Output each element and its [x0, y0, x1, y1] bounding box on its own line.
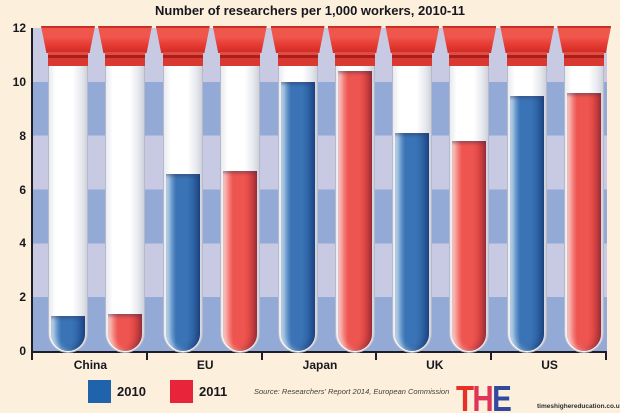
test-tube-us-2011	[557, 26, 612, 353]
category-label-uk: UK	[426, 358, 444, 372]
tube-cap-neck	[334, 52, 375, 66]
y-tick-label-4: 4	[19, 236, 26, 251]
test-tube-uk-2011	[442, 26, 497, 353]
category-label-japan: Japan	[302, 358, 338, 372]
tube-cap-icon	[270, 26, 325, 53]
tube-glass	[48, 63, 88, 353]
y-tick-label-12: 12	[12, 21, 26, 35]
test-tube-us-2010	[500, 26, 555, 353]
tube-fill-2011	[337, 71, 372, 351]
category-label-china: China	[73, 358, 108, 372]
tube-fill-2010	[280, 82, 315, 351]
tube-glass	[105, 63, 145, 353]
tube-cap-icon	[98, 26, 152, 53]
tube-cap-icon	[155, 26, 210, 53]
x-axis-tick	[605, 353, 607, 360]
chart-title: Number of researchers per 1,000 workers,…	[154, 3, 465, 18]
y-tick-label-10: 10	[12, 74, 26, 89]
tube-fill-2011	[567, 92, 602, 351]
x-axis-tick	[375, 353, 378, 360]
tube-fill-2010	[395, 133, 430, 351]
test-tube-japan-2010	[270, 26, 325, 353]
tube-fill-2010	[165, 173, 200, 351]
tube-fill-2010	[510, 95, 545, 351]
logo-letter-e: E	[492, 378, 512, 413]
tube-cap-neck	[277, 52, 318, 66]
y-tick-label-8: 8	[19, 128, 26, 143]
y-tick-label-2: 2	[19, 290, 26, 305]
x-axis-tick	[490, 353, 493, 360]
test-tube-eu-2010	[155, 26, 210, 353]
tube-cap-icon	[442, 26, 497, 53]
tube-cap-icon	[500, 26, 555, 53]
tube-cap-neck	[564, 52, 605, 66]
the-logo: THE	[456, 381, 512, 413]
tube-fill-2011	[108, 313, 142, 351]
test-tube-japan-2011	[327, 26, 382, 353]
tube-cap-neck	[219, 52, 260, 66]
category-label-eu: EU	[196, 358, 214, 372]
tube-cap-icon	[41, 26, 95, 53]
tube-cap-neck	[449, 52, 490, 66]
y-tick-label-6: 6	[19, 182, 26, 197]
tube-cap-neck	[162, 52, 203, 66]
legend-label-2011: 2011	[199, 384, 228, 399]
tube-fill-2011	[452, 141, 487, 351]
x-axis-tick	[31, 353, 33, 360]
tube-cap-icon	[327, 26, 382, 53]
source-note: Source: Researchers' Report 2014, Europe…	[254, 387, 450, 396]
tube-cap-neck	[392, 52, 433, 66]
tube-cap-icon	[212, 26, 267, 53]
x-axis-tick	[260, 353, 263, 360]
logo-letter-t: T	[456, 378, 474, 413]
tube-cap-neck	[48, 52, 88, 66]
legend-swatch-2011	[170, 380, 193, 403]
test-tube-eu-2011	[212, 26, 267, 353]
site-url: timeshighereducation.co.uk	[537, 403, 620, 410]
logo-letter-h: H	[472, 378, 493, 413]
y-tick-label-0: 0	[19, 344, 26, 358]
tube-cap-neck	[507, 52, 548, 66]
tube-fill-2010	[51, 316, 85, 351]
tube-cap-icon	[385, 26, 440, 53]
test-tube-china-2010	[41, 26, 95, 353]
x-axis-tick	[145, 353, 148, 360]
test-tube-china-2011	[98, 26, 152, 353]
tube-cap-icon	[557, 26, 612, 53]
category-label-us: US	[541, 358, 558, 372]
legend-swatch-2010	[88, 380, 111, 403]
legend-label-2010: 2010	[117, 384, 146, 399]
tube-cap-neck	[105, 52, 145, 66]
tube-fill-2011	[222, 170, 257, 351]
test-tube-uk-2010	[385, 26, 440, 353]
